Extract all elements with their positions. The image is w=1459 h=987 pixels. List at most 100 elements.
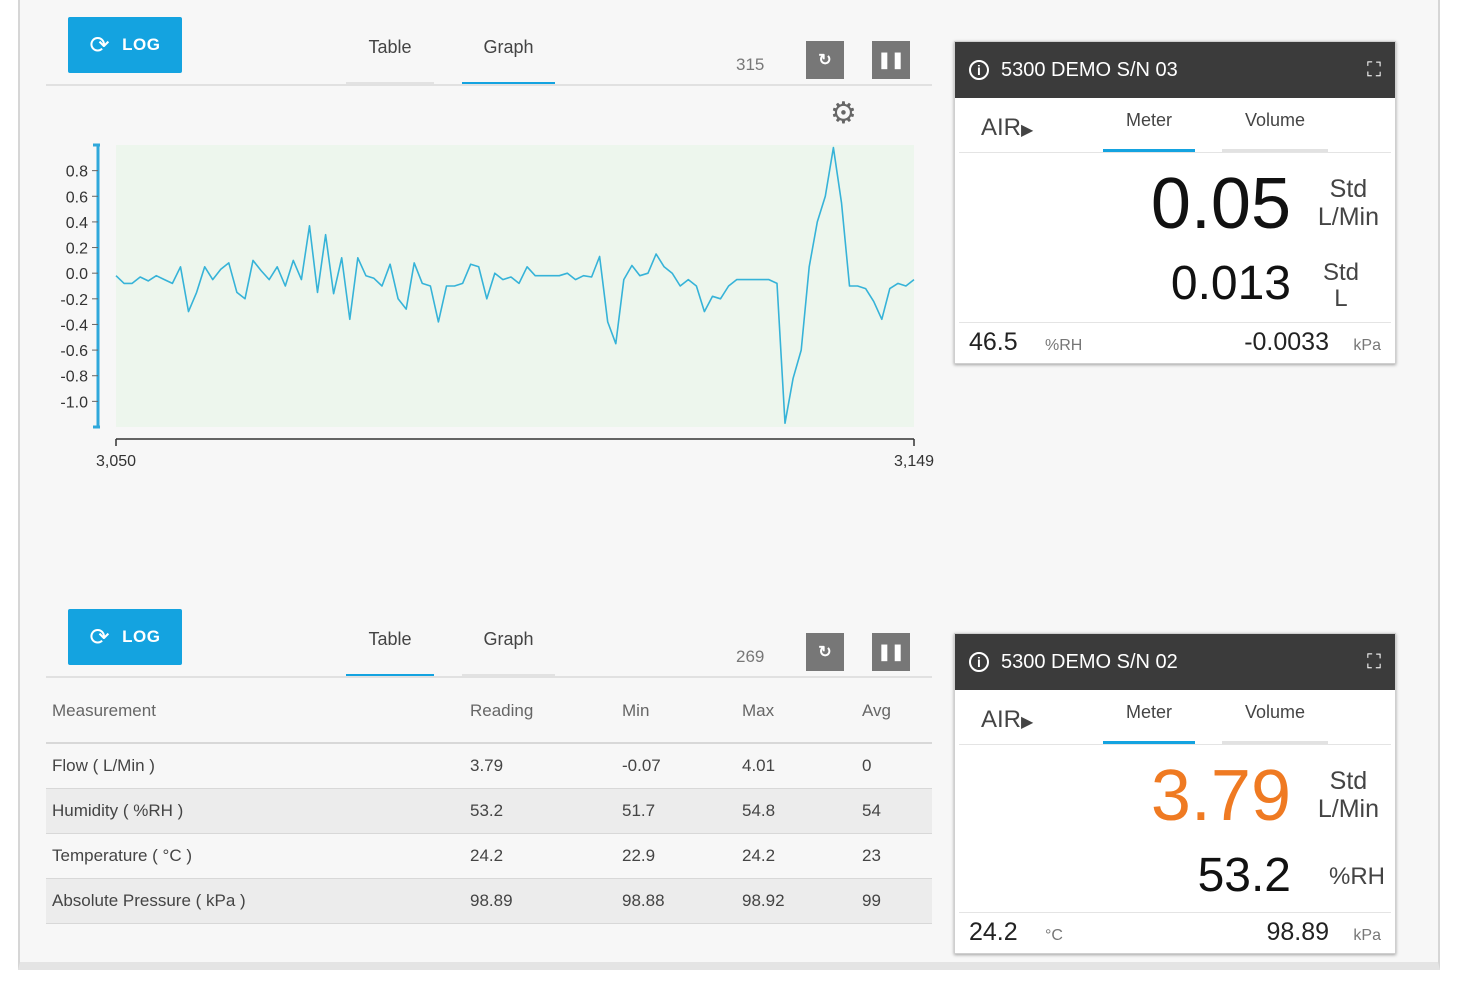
pressure-value: 98.89 bbox=[1266, 918, 1329, 946]
secondary-unit: %RH bbox=[1328, 863, 1385, 890]
gas-selector[interactable]: AIR▶ bbox=[981, 114, 1033, 142]
table-cell: 53.2 bbox=[464, 788, 616, 834]
table-cell: Temperature ( °C ) bbox=[46, 833, 464, 879]
pressure-unit: kPa bbox=[1353, 337, 1381, 354]
tab-table[interactable]: Table bbox=[346, 33, 434, 85]
table-cell: 3.79 bbox=[464, 743, 616, 789]
y-tick-label: -1.0 bbox=[60, 394, 88, 411]
sample-count: 315 bbox=[736, 55, 765, 74]
device-card-sn03: i 5300 DEMO S/N 03 ⛶ AIR▶ Meter Volume 0… bbox=[954, 41, 1396, 364]
device-title: 5300 DEMO S/N 02 bbox=[1001, 650, 1178, 673]
device-card-sn02: i 5300 DEMO S/N 02 ⛶ AIR▶ Meter Volume 3… bbox=[954, 633, 1396, 954]
col-avg: Avg bbox=[856, 680, 932, 744]
table-row: Flow ( L/Min ) 3.79 -0.07 4.01 0 bbox=[46, 743, 932, 789]
table-cell: 54 bbox=[856, 788, 932, 834]
table-cell: Flow ( L/Min ) bbox=[46, 743, 464, 789]
tab-table[interactable]: Table bbox=[346, 625, 434, 677]
pause-button[interactable]: ❚❚ bbox=[872, 41, 910, 79]
unit-line: Std bbox=[1322, 259, 1359, 286]
info-icon[interactable]: i bbox=[969, 652, 989, 672]
tab-divider bbox=[46, 676, 932, 678]
table-cell: 99 bbox=[856, 878, 932, 924]
pause-icon: ❚❚ bbox=[877, 52, 905, 69]
reset-icon: ↻ bbox=[818, 644, 832, 661]
secondary-reading: 53.2 bbox=[1197, 849, 1291, 902]
gas-label: AIR bbox=[981, 114, 1022, 141]
y-tick-label: -0.8 bbox=[60, 369, 88, 386]
gas-label: AIR bbox=[981, 706, 1022, 733]
humidity-value: 46.5 bbox=[969, 328, 1018, 356]
log-button[interactable]: ⟳ LOG bbox=[68, 17, 182, 73]
table-cell: 24.2 bbox=[464, 833, 616, 879]
table-cell: -0.07 bbox=[616, 743, 736, 789]
measurement-table: Measurement Reading Min Max Avg Flow ( L… bbox=[46, 680, 932, 924]
table-cell: 23 bbox=[856, 833, 932, 879]
table-cell: 4.01 bbox=[736, 743, 856, 789]
expand-icon[interactable]: ⛶ bbox=[1367, 650, 1381, 673]
y-tick-label: -0.2 bbox=[60, 292, 88, 309]
unit-line: Std bbox=[1329, 175, 1368, 203]
table-row: Absolute Pressure ( kPa ) 98.89 98.88 98.92… bbox=[46, 878, 932, 924]
secondary-reading: 0.013 bbox=[1170, 257, 1291, 310]
pressure-unit: kPa bbox=[1353, 927, 1381, 944]
card-header: i 5300 DEMO S/N 03 ⛶ bbox=[955, 42, 1395, 98]
gear-icon[interactable]: ⚙ bbox=[830, 97, 857, 130]
table-cell: 54.8 bbox=[736, 788, 856, 834]
x-tick-label: 3,149 bbox=[894, 453, 934, 470]
table-header-row: Measurement Reading Min Max Avg bbox=[46, 680, 932, 744]
table-cell: 0 bbox=[856, 743, 932, 789]
refresh-icon: ⟳ bbox=[89, 31, 111, 59]
flow-series-line bbox=[115, 146, 915, 425]
info-icon[interactable]: i bbox=[969, 60, 989, 80]
tab-meter[interactable]: Meter bbox=[1103, 702, 1195, 744]
table-cell: 98.89 bbox=[464, 878, 616, 924]
pressure-value: -0.0033 bbox=[1244, 328, 1329, 356]
primary-unit: Std L/Min bbox=[1318, 175, 1379, 231]
flow-chart: 0.8 0.6 0.4 0.2 0.0 -0.2 -0.4 -0.6 -0.8 -1.0 3,050… bbox=[60, 143, 934, 470]
y-tick-label: 0.2 bbox=[66, 241, 88, 258]
tab-volume[interactable]: Volume bbox=[1222, 702, 1328, 744]
table-cell: 24.2 bbox=[736, 833, 856, 879]
reset-icon: ↻ bbox=[818, 52, 832, 69]
table-cell: Absolute Pressure ( kPa ) bbox=[46, 878, 464, 924]
refresh-icon: ⟳ bbox=[89, 623, 111, 651]
reset-button[interactable]: ↻ bbox=[806, 633, 844, 671]
table-row: Temperature ( °C ) 24.2 22.9 24.2 23 bbox=[46, 833, 932, 879]
unit-line: L bbox=[1334, 285, 1348, 313]
primary-unit: Std L/Min bbox=[1318, 767, 1379, 823]
temperature-value: 24.2 bbox=[969, 918, 1018, 946]
y-tick-label: -0.4 bbox=[60, 317, 88, 334]
pause-button[interactable]: ❚❚ bbox=[872, 633, 910, 671]
pause-icon: ❚❚ bbox=[877, 644, 905, 661]
table-cell: 98.88 bbox=[616, 878, 736, 924]
tab-meter[interactable]: Meter bbox=[1103, 110, 1195, 152]
tab-graph[interactable]: Graph bbox=[462, 625, 555, 677]
y-tick-label: 0.6 bbox=[66, 189, 88, 206]
x-tick-label: 3,050 bbox=[96, 453, 136, 470]
humidity-unit: %RH bbox=[1045, 337, 1083, 354]
primary-reading: 0.05 bbox=[1150, 164, 1291, 244]
gas-selector[interactable]: AIR▶ bbox=[981, 706, 1033, 734]
y-tick-label: 0.8 bbox=[66, 164, 88, 181]
temperature-unit: °C bbox=[1045, 927, 1063, 944]
log-label: LOG bbox=[122, 35, 161, 54]
table-cell: 51.7 bbox=[616, 788, 736, 834]
col-max: Max bbox=[736, 680, 856, 744]
table-cell: 22.9 bbox=[616, 833, 736, 879]
card-tabs: AIR▶ Meter Volume bbox=[959, 98, 1391, 153]
reset-button[interactable]: ↻ bbox=[806, 41, 844, 79]
card-footer: 24.2 °C 98.89 kPa bbox=[959, 912, 1391, 953]
log-label: LOG bbox=[122, 627, 161, 646]
tab-graph[interactable]: Graph bbox=[462, 33, 555, 85]
tab-divider bbox=[46, 84, 932, 86]
device-title: 5300 DEMO S/N 03 bbox=[1001, 58, 1178, 81]
caret-right-icon: ▶ bbox=[1021, 714, 1034, 731]
expand-icon[interactable]: ⛶ bbox=[1367, 58, 1381, 81]
log-button[interactable]: ⟳ LOG bbox=[68, 609, 182, 665]
col-reading: Reading bbox=[464, 680, 616, 744]
tab-volume[interactable]: Volume bbox=[1222, 110, 1328, 152]
secondary-unit: Std L bbox=[1322, 259, 1359, 313]
caret-right-icon: ▶ bbox=[1021, 122, 1034, 139]
y-tick-label: -0.6 bbox=[60, 343, 88, 360]
sample-count: 269 bbox=[736, 647, 765, 666]
